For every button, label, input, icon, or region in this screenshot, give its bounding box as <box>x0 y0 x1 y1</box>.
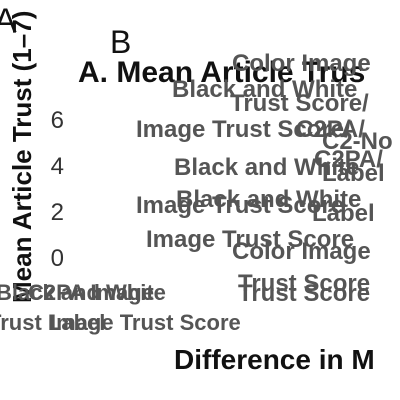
category-label: Image Trust Score <box>146 226 355 253</box>
panel-b-label: B <box>110 24 132 60</box>
category-label: Trust Label <box>0 310 106 335</box>
chart-title: A. Mean Article Trus <box>78 56 366 89</box>
category-label: C2PA/ <box>296 116 365 143</box>
x-axis-label: Difference in M <box>174 344 375 375</box>
category-label: C2PA Image <box>28 280 154 305</box>
category-label: Image Trust Score <box>136 192 345 219</box>
category-label: Label <box>312 200 375 227</box>
category-label: C2-No <box>322 128 393 155</box>
category-label: Trust Score/ <box>230 90 369 117</box>
panel-a-label: A <box>0 2 17 40</box>
category-label: Color Image <box>232 50 371 77</box>
category-label: Black and White <box>172 76 358 103</box>
category-label: Image Trust Score/ <box>136 116 351 143</box>
y-tick-label: 0 <box>50 245 64 272</box>
category-label: Black and White <box>174 154 360 181</box>
category-label: Color Image <box>232 238 371 265</box>
category-label: C2PA/ <box>314 146 383 173</box>
category-label: Image Trust Score <box>50 310 241 335</box>
y-tick-label: 2 <box>50 199 64 226</box>
category-label: Black and White <box>0 280 166 305</box>
y-tick-label: 6 <box>50 107 64 134</box>
y-axis-label: Mean Article Trust (1–7) <box>7 10 37 303</box>
category-label: Black and White <box>176 186 362 213</box>
y-tick-label: 4 <box>50 153 64 180</box>
category-label: Label <box>322 160 385 187</box>
category-label: Trust Score <box>238 280 371 307</box>
category-label: Trust Score <box>238 270 371 297</box>
